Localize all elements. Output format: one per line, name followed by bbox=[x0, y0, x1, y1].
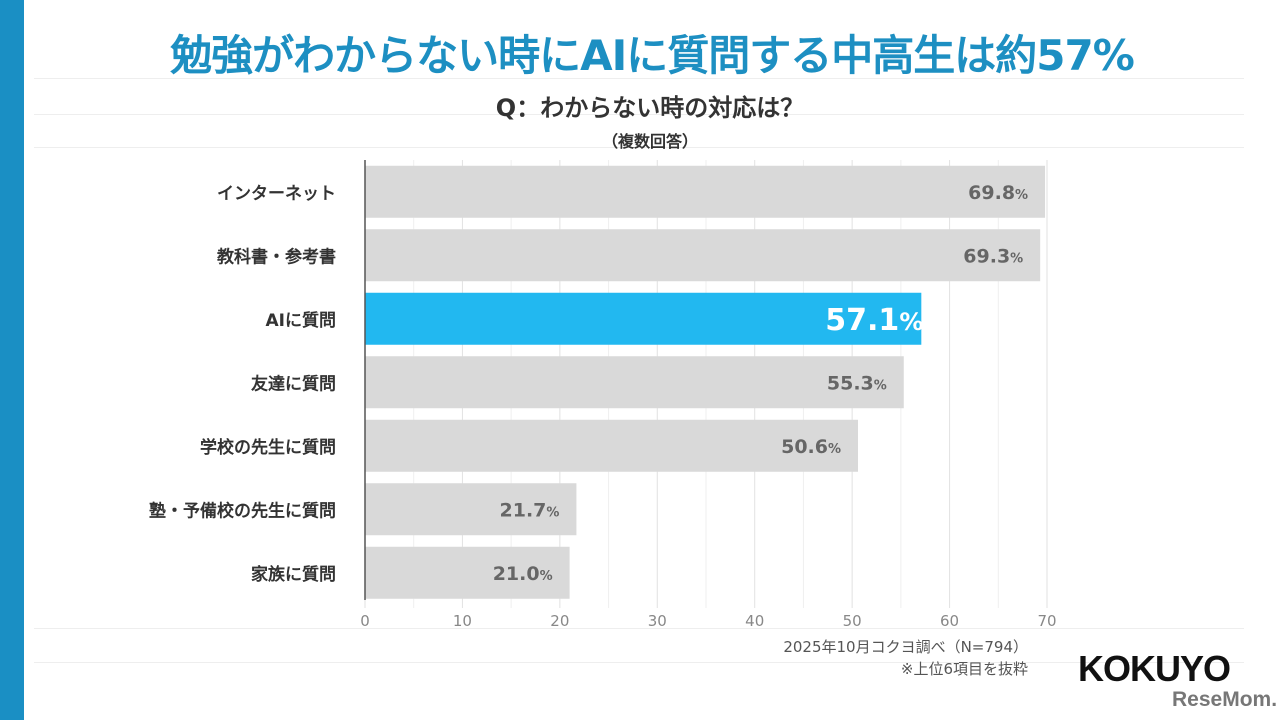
x-tick-label: 10 bbox=[453, 612, 472, 630]
divider bbox=[34, 78, 1244, 79]
x-tick-label: 60 bbox=[940, 612, 959, 630]
category-label: AIに質問 bbox=[266, 310, 336, 331]
divider bbox=[34, 662, 1244, 663]
data-label-unit: % bbox=[1015, 188, 1028, 203]
divider bbox=[34, 114, 1244, 115]
data-label-unit: % bbox=[874, 378, 887, 393]
chart-title: Q：わからない時の対応は？ bbox=[495, 94, 805, 122]
footnote: ※上位6項目を抜粋 bbox=[900, 660, 1028, 678]
bar bbox=[365, 356, 904, 409]
source-text: 2025年10月コクヨ調べ（N=794） bbox=[783, 638, 1028, 656]
data-label: 69.8 bbox=[968, 182, 1015, 204]
x-tick-label: 50 bbox=[843, 612, 862, 630]
divider bbox=[34, 147, 1244, 148]
bar bbox=[365, 165, 1046, 218]
data-label: 57.1 bbox=[825, 303, 899, 338]
data-label-unit: % bbox=[828, 442, 841, 457]
bar bbox=[365, 483, 577, 536]
data-label-unit: % bbox=[1010, 251, 1023, 266]
x-tick-label: 0 bbox=[360, 612, 370, 630]
data-label: 21.7 bbox=[500, 499, 547, 521]
data-label-unit: % bbox=[540, 569, 553, 584]
data-label-unit: % bbox=[899, 308, 923, 336]
data-label: 21.0 bbox=[493, 563, 540, 585]
bar bbox=[365, 229, 1041, 282]
page-title: 勉強がわからない時にAIに質問する中高生は約57% bbox=[170, 31, 1135, 80]
data-label: 50.6 bbox=[781, 436, 828, 458]
bar bbox=[365, 292, 922, 345]
category-label: 友達に質問 bbox=[251, 373, 336, 394]
divider bbox=[34, 628, 1244, 629]
bar bbox=[365, 419, 858, 472]
kokuyo-logo: KOKUYO bbox=[1078, 648, 1231, 689]
x-tick-label: 30 bbox=[648, 612, 667, 630]
source-note: 2025年10月コクヨ調べ（N=794） ※上位6項目を抜粋 bbox=[783, 636, 1028, 680]
category-label: 塾・予備校の先生に質問 bbox=[149, 500, 336, 521]
x-tick-label: 70 bbox=[1037, 612, 1056, 630]
bar bbox=[365, 546, 570, 599]
resemom-watermark: ReseMom. bbox=[1172, 688, 1278, 711]
category-label: インターネット bbox=[217, 184, 336, 204]
category-label: 学校の先生に質問 bbox=[200, 437, 336, 458]
category-label: 教科書・参考書 bbox=[216, 246, 336, 267]
accent-bar bbox=[0, 0, 24, 720]
chart-subtitle: （複数回答） bbox=[601, 132, 698, 151]
data-label-unit: % bbox=[546, 505, 559, 520]
category-label: 家族に質問 bbox=[251, 564, 336, 585]
data-label: 69.3 bbox=[963, 245, 1010, 267]
x-tick-label: 20 bbox=[550, 612, 569, 630]
data-label: 55.3 bbox=[827, 372, 874, 394]
x-tick-label: 40 bbox=[745, 612, 764, 630]
